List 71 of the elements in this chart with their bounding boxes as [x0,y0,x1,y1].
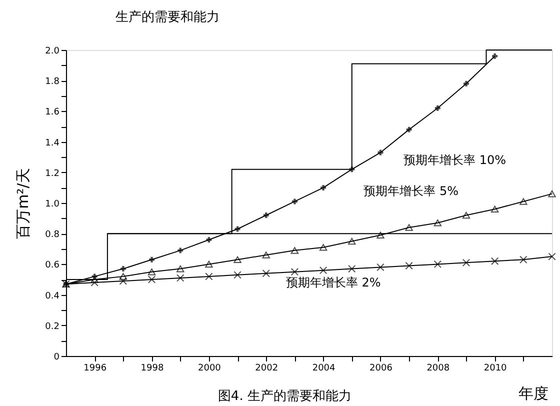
x-tick-label: 2004 [312,364,336,374]
y-tick-label: 1.0 [45,200,60,210]
y-tick-label: 0.6 [45,260,60,271]
point [520,256,528,264]
point [149,256,155,262]
x-tick-label: 2008 [426,364,450,374]
point [262,270,270,278]
point [319,244,328,251]
point [120,266,126,272]
point [319,266,328,274]
point [492,53,498,59]
point [376,263,384,272]
y-tick-label: 1.6 [45,108,60,118]
chart-title: 生产的需要和能力 [116,10,220,25]
y-tick-label: 0.8 [45,230,60,240]
series-label: 预期年增长率 10% [404,153,506,168]
y-tick-label: 0.2 [45,322,60,332]
point [119,277,128,285]
point [148,276,156,284]
point [262,252,270,258]
point [176,274,184,282]
y-tick-label: 0.4 [45,291,60,302]
y-axis-title: 百万m²/天 [14,168,32,239]
point [463,80,469,86]
point [206,236,212,242]
point [176,265,184,272]
x-tick-label: 2000 [198,364,222,374]
point [90,278,98,286]
point [234,271,242,279]
x-tick-label: 1996 [84,364,107,374]
point [406,126,412,132]
y-tick-label: 0 [54,352,60,362]
point [405,262,413,270]
point [348,238,356,245]
point [462,212,470,219]
point [205,260,213,268]
point [376,232,384,239]
point [290,268,299,276]
point [434,260,442,268]
point [520,198,528,205]
point [234,256,242,264]
point [434,105,440,111]
x-tick-label: 1998 [140,364,164,374]
point [490,257,499,265]
point [405,224,413,231]
y-tick-label: 1.8 [45,77,60,88]
point [205,272,213,280]
point [290,247,299,254]
y-tick-label: 1.2 [45,168,60,179]
point [119,273,128,280]
point [434,219,442,226]
point [548,252,556,260]
point [348,264,356,273]
point [178,248,184,254]
point [490,206,499,213]
series-label: 预期年增长率 5% [364,184,458,198]
point [263,212,269,218]
point [90,276,98,283]
x-tick-label: 2006 [370,364,393,374]
point [292,198,298,204]
point [320,184,326,190]
y-tick-label: 2.0 [45,46,60,56]
point [148,268,156,276]
point [462,258,470,267]
series-label: 预期年增长率 2% [286,276,381,290]
y-tick-label: 1.4 [45,138,60,148]
caption: 图4. 生产的需要和能力 [218,389,352,404]
x-tick-label: 2002 [255,364,278,374]
point [548,190,556,198]
x-tick-label: 2010 [484,364,508,374]
x-axis-title: 年度 [518,384,548,402]
